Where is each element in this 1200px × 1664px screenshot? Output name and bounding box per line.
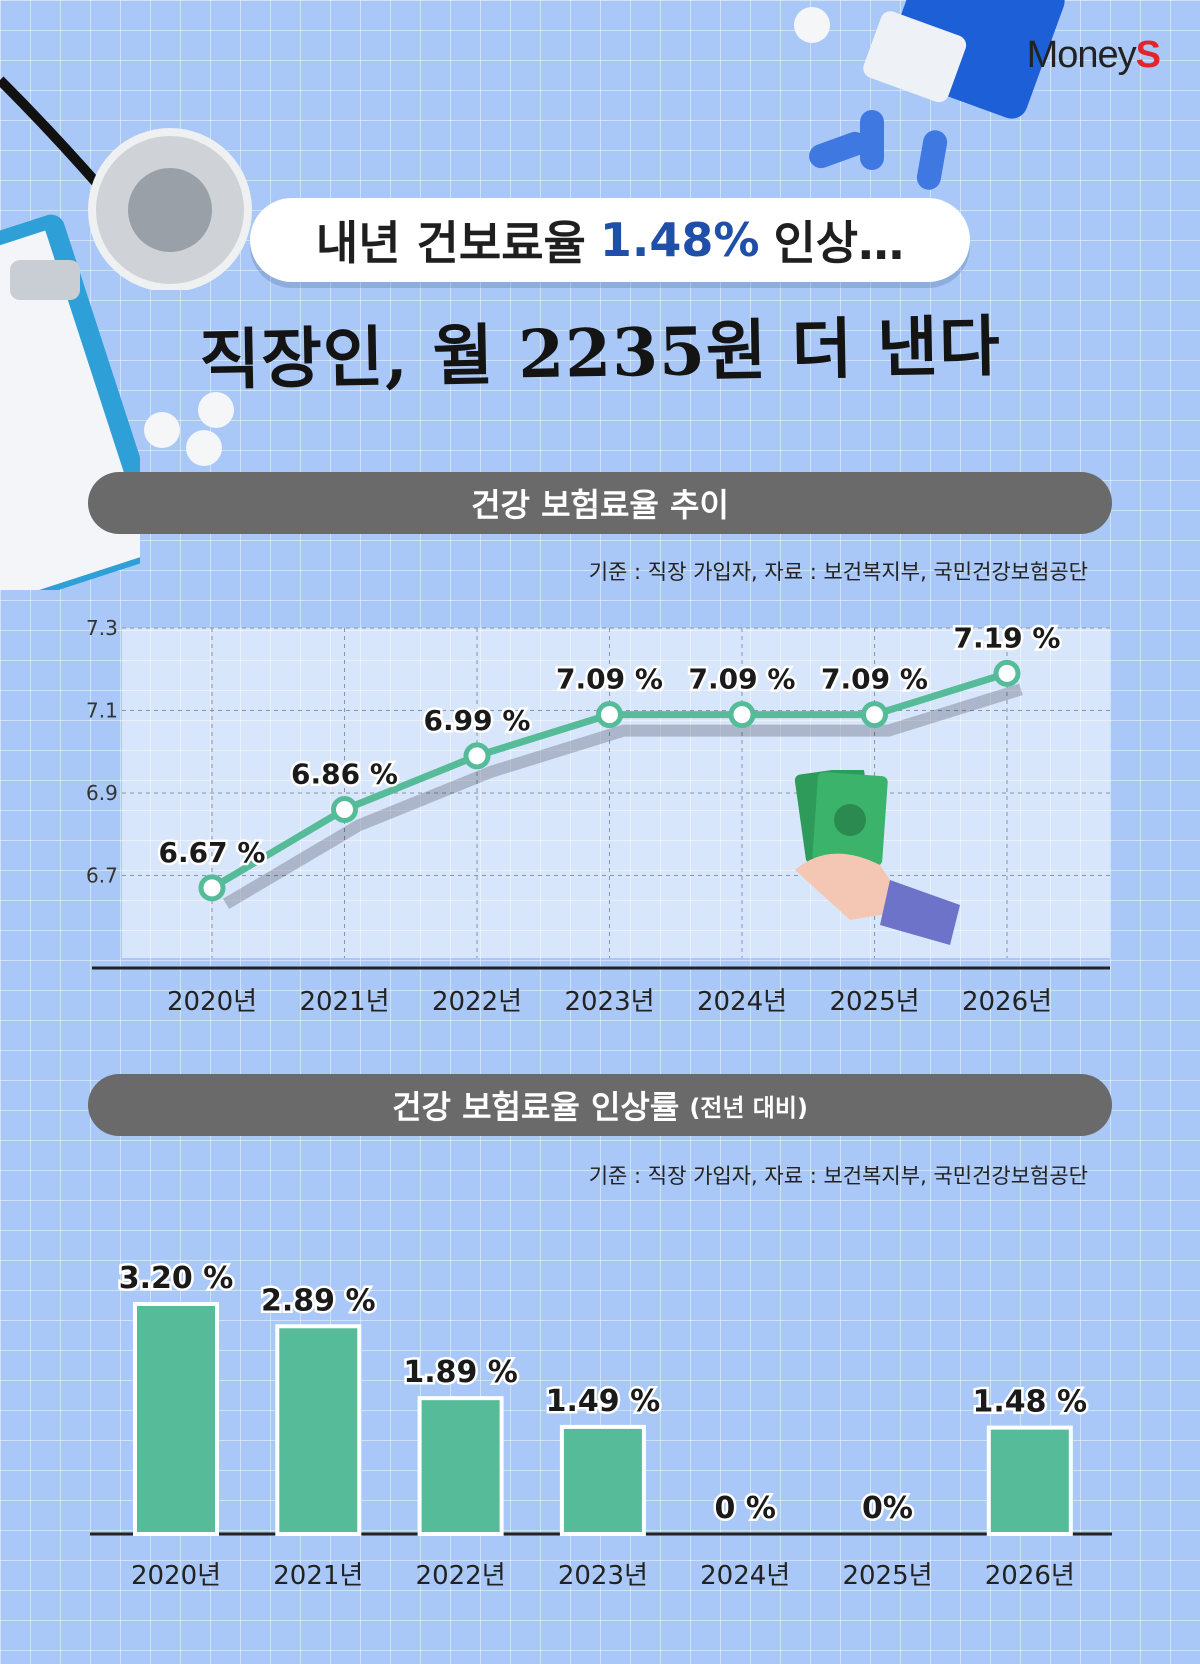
- x-tick-label: 2024년: [697, 987, 787, 1017]
- data-point: [331, 796, 358, 823]
- headline-suffix: 인상…: [773, 216, 905, 270]
- source-note-increase: 기준 : 직장 가입자, 자료 : 보건복지부, 국민건강보험공단: [588, 1164, 1088, 1188]
- data-label: 7.09 %: [821, 663, 928, 696]
- section-title-increase: 건강 보험료율 인상률 (전년 대비): [88, 1074, 1112, 1136]
- subheadline: 직장인, 월 2235원 더 낸다: [198, 307, 1002, 399]
- bar-chart: 3.20 % 2020년 2.89 % 2021년 1.89 % 2022년 1.49 % 2…: [90, 1259, 1112, 1591]
- data-label: 7.09 %: [556, 663, 663, 696]
- data-label: 1.49 %: [546, 1384, 661, 1419]
- data-label: 6.99 %: [424, 704, 531, 737]
- pill-bottle-icon: [794, 0, 1065, 190]
- headline-pill: 내년 건보료율 1.48% 인상…: [250, 198, 970, 282]
- y-tick-label: 6.7: [86, 864, 118, 888]
- y-tick-label: 7.3: [86, 616, 118, 640]
- data-label: 2.89 %: [261, 1283, 376, 1318]
- x-tick-label: 2026년: [962, 987, 1052, 1017]
- data-label: 1.89 %: [403, 1355, 518, 1390]
- data-label: 6.86 %: [291, 758, 398, 791]
- bar: [275, 1324, 362, 1536]
- data-label: 1.48 %: [973, 1385, 1088, 1420]
- data-point: [993, 659, 1021, 687]
- data-point: [463, 742, 491, 770]
- y-tick-label: 6.9: [86, 781, 118, 805]
- x-tick-label: 2023년: [564, 987, 654, 1017]
- data-label: 0%: [862, 1491, 913, 1526]
- x-tick-label: 2026년: [985, 1561, 1075, 1591]
- x-tick-label: 2020년: [131, 1561, 221, 1591]
- data-point: [596, 701, 623, 729]
- data-label: 7.19 %: [954, 621, 1061, 654]
- x-tick-label: 2024년: [700, 1561, 790, 1591]
- x-tick-label: 2023년: [558, 1561, 648, 1591]
- bar: [986, 1425, 1073, 1536]
- data-label: 7.09 %: [689, 663, 796, 696]
- line-chart: 6.7 6.9 7.1 7.3 6.67 % 2020년 6.86 % 2021년 6.99 %…: [86, 616, 1110, 1017]
- headline-highlight: 1.48%: [599, 213, 760, 267]
- data-label: 3.20 %: [119, 1261, 234, 1296]
- x-tick-label: 2022년: [416, 1561, 506, 1591]
- data-point: [728, 701, 756, 729]
- brand-logo: MoneyS: [1026, 34, 1161, 76]
- bar: [133, 1302, 219, 1536]
- series-line-shadow: [222, 683, 1023, 910]
- stethoscope-icon: [0, 76, 252, 290]
- bar: [559, 1424, 646, 1536]
- x-tick-label: 2025년: [842, 1561, 932, 1591]
- headline-text: 내년 건보료율: [315, 216, 586, 270]
- y-tick-label: 7.1: [86, 699, 118, 723]
- x-tick-label: 2022년: [432, 987, 522, 1017]
- x-tick-label: 2021년: [299, 987, 389, 1017]
- data-label: 6.67 %: [159, 836, 266, 869]
- x-tick-label: 2020년: [167, 987, 257, 1017]
- data-label: 0 %: [715, 1491, 776, 1526]
- source-note-trend: 기준 : 직장 가입자, 자료 : 보건복지부, 국민건강보험공단: [588, 560, 1088, 584]
- x-tick-label: 2025년: [829, 987, 919, 1017]
- x-tick-label: 2021년: [273, 1561, 363, 1591]
- section-title-trend: 건강 보험료율 추이: [88, 472, 1112, 534]
- bar: [417, 1396, 504, 1536]
- data-point: [198, 874, 226, 902]
- data-point: [861, 701, 888, 729]
